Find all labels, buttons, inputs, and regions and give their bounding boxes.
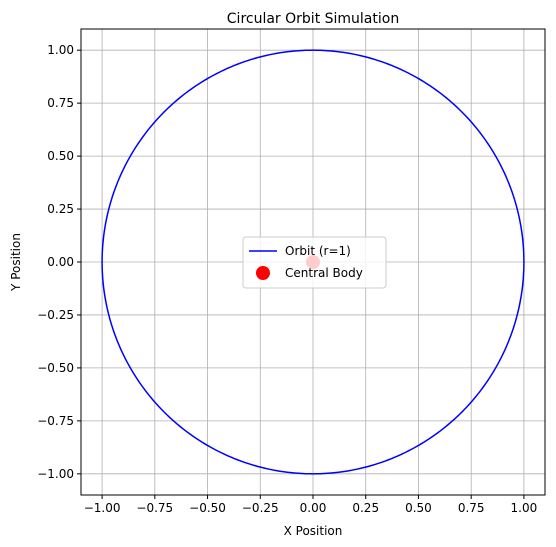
x-tick-label: −0.50: [189, 501, 226, 515]
x-tick-label: 0.00: [300, 501, 327, 515]
y-tick-label: 0.75: [47, 96, 74, 110]
x-tick-label: −0.75: [136, 501, 173, 515]
legend-box: [242, 236, 387, 289]
legend-orbit-label: Orbit (r=1): [285, 244, 351, 258]
legend-central-body-label: Central Body: [285, 266, 363, 280]
y-tick-label: 0.50: [47, 149, 74, 163]
ticks: −1.00 −0.75 −0.50 −0.25 0.00 0.25 0.50 0.75 1.00…: [37, 43, 537, 515]
y-tick-label: 0.00: [47, 255, 74, 269]
orbit-line: [101, 49, 525, 475]
y-axis-label: Y Position: [9, 233, 23, 292]
legend-central-body-swatch: [256, 266, 270, 280]
x-tick-label: 0.75: [458, 501, 485, 515]
x-tick-label: 1.00: [511, 501, 538, 515]
legend: Orbit (r=1) Central Body: [242, 236, 387, 289]
x-tick-label: −0.25: [242, 501, 279, 515]
chart-title: Circular Orbit Simulation: [227, 11, 399, 27]
y-tick-label: −0.25: [37, 308, 74, 322]
y-tick-label: 1.00: [47, 43, 74, 57]
y-tick-label: 0.25: [47, 202, 74, 216]
x-tick-label: 0.25: [352, 501, 379, 515]
y-tick-label: −0.50: [37, 361, 74, 375]
x-tick-label: −1.00: [84, 501, 121, 515]
y-tick-label: −0.75: [37, 414, 74, 428]
y-tick-label: −1.00: [37, 467, 74, 481]
x-tick-label: 0.50: [405, 501, 432, 515]
x-axis-label: X Position: [284, 524, 343, 538]
